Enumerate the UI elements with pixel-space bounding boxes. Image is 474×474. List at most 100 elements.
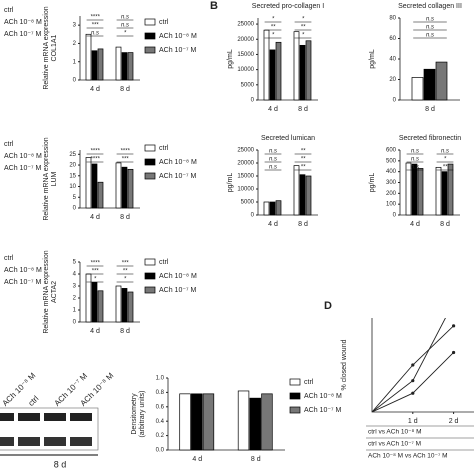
y-tick-label: 200 xyxy=(386,191,397,197)
y-tick-label: 1 xyxy=(73,308,77,314)
line xyxy=(372,325,454,412)
x-tick-label: 8 d xyxy=(298,221,308,228)
blot-band xyxy=(0,437,14,446)
significance-label: n.s xyxy=(411,149,419,155)
y-tick-label: 0 xyxy=(73,320,77,326)
significance-label: * xyxy=(272,17,275,23)
y-tick-label: 0.8 xyxy=(156,390,165,396)
bar xyxy=(85,273,92,323)
legend-label: ACh 10⁻⁷ M xyxy=(4,165,42,172)
legend-label: ACh 10⁻⁸ M xyxy=(159,33,197,40)
y-axis-label: pg/mL xyxy=(227,49,234,69)
blot-label: 8 d xyxy=(54,459,67,469)
x-tick-label: 2 d xyxy=(449,418,459,425)
blot-band xyxy=(44,437,66,446)
y-tick-label: 5 xyxy=(73,260,77,266)
y-tick-label: 0 xyxy=(73,206,77,212)
legend-label: ACh 10⁻⁸ M xyxy=(159,273,197,280)
blot-band xyxy=(0,413,14,421)
legend-label: ctrl xyxy=(159,19,169,26)
y-tick-label: 5000 xyxy=(241,82,255,88)
x-tick-label: 8 d xyxy=(298,106,308,113)
legend-label: ctrl xyxy=(159,259,169,266)
bar xyxy=(249,397,261,451)
point xyxy=(452,301,455,304)
x-tick-label: 8 d xyxy=(440,221,450,228)
significance-label: n.s xyxy=(426,17,434,23)
y-tick-label: 4 xyxy=(73,272,77,278)
y-axis-label: pg/mL xyxy=(369,173,376,193)
bar xyxy=(97,181,104,209)
legend-swatch xyxy=(144,32,156,40)
bar xyxy=(85,33,92,81)
legend-swatch xyxy=(144,18,156,26)
legend-swatch xyxy=(289,392,301,400)
significance-label: * xyxy=(302,33,305,39)
significance-label: n.s xyxy=(411,165,419,171)
table-row: ACh 10⁻⁸ M vs ACh 10⁻⁷ M xyxy=(368,453,448,460)
bar xyxy=(447,163,454,216)
bar xyxy=(179,393,191,451)
blot-band xyxy=(44,413,66,421)
y-axis-label: LUM xyxy=(51,171,58,186)
y-tick-label: 0.6 xyxy=(156,404,165,410)
y-tick-label: 1.0 xyxy=(156,376,165,382)
table-row: ctrl vs ACh 10⁻⁸ M xyxy=(368,429,422,436)
significance-label: n.s xyxy=(121,15,129,21)
y-tick-label: 10 xyxy=(69,184,76,190)
y-tick-label: 3 xyxy=(73,284,77,290)
significance-label: ** xyxy=(443,165,448,171)
bar xyxy=(85,157,92,209)
y-tick-label: 100 xyxy=(386,202,397,208)
legend-label: ctrl xyxy=(4,255,14,262)
blot-band xyxy=(18,413,40,421)
significance-label: **** xyxy=(120,149,130,155)
bar xyxy=(305,175,312,216)
y-tick-label: 15000 xyxy=(237,52,254,58)
axis xyxy=(371,318,474,413)
bar xyxy=(269,49,276,101)
significance-label: n.s xyxy=(411,157,419,163)
legend-label: ctrl xyxy=(4,141,14,148)
bar xyxy=(127,52,134,81)
line-plot xyxy=(372,301,456,412)
legend-label: ctrl xyxy=(304,379,314,386)
bar xyxy=(269,201,276,216)
y-tick-label: 0.4 xyxy=(156,419,165,425)
legend-label: ACh 10⁻⁷ M xyxy=(4,31,42,38)
significance-label: **** xyxy=(90,261,100,267)
significance-label: ** xyxy=(301,25,306,31)
bar xyxy=(275,41,282,101)
significance-label: *** xyxy=(91,269,99,275)
y-axis-label: Relative mRNA expression xyxy=(43,6,50,89)
bar xyxy=(121,166,128,209)
lane-label: ctrl xyxy=(27,394,41,408)
bar xyxy=(191,393,203,451)
bar xyxy=(127,291,134,323)
legend-swatch xyxy=(144,46,156,54)
significance-label: * xyxy=(302,17,305,23)
y-tick-label: 25000 xyxy=(237,22,254,28)
y-tick-label: 600 xyxy=(386,148,397,154)
bar xyxy=(411,77,424,101)
bar xyxy=(91,282,98,323)
bar xyxy=(305,40,312,101)
significance-label: ** xyxy=(301,157,306,163)
legend-swatch xyxy=(144,258,156,266)
y-tick-label: 0 xyxy=(393,98,397,104)
point xyxy=(411,379,415,383)
y-tick-label: 500 xyxy=(386,158,397,164)
y-axis-label: (arbitrary units) xyxy=(139,390,146,437)
y-axis-label: Relative mRNA expression xyxy=(43,137,50,220)
y-tick-label: 0.0 xyxy=(156,448,165,454)
blot-band xyxy=(18,437,40,446)
legend-label: ACh 10⁻⁸ M xyxy=(4,153,42,160)
x-tick-label: 4 d xyxy=(90,214,100,221)
bar xyxy=(435,61,448,101)
y-axis-label: ACTA2 xyxy=(51,281,58,303)
bar xyxy=(127,168,134,209)
significance-label: n.s xyxy=(91,31,99,37)
x-tick-label: 1 d xyxy=(408,418,418,425)
bar xyxy=(299,174,306,216)
